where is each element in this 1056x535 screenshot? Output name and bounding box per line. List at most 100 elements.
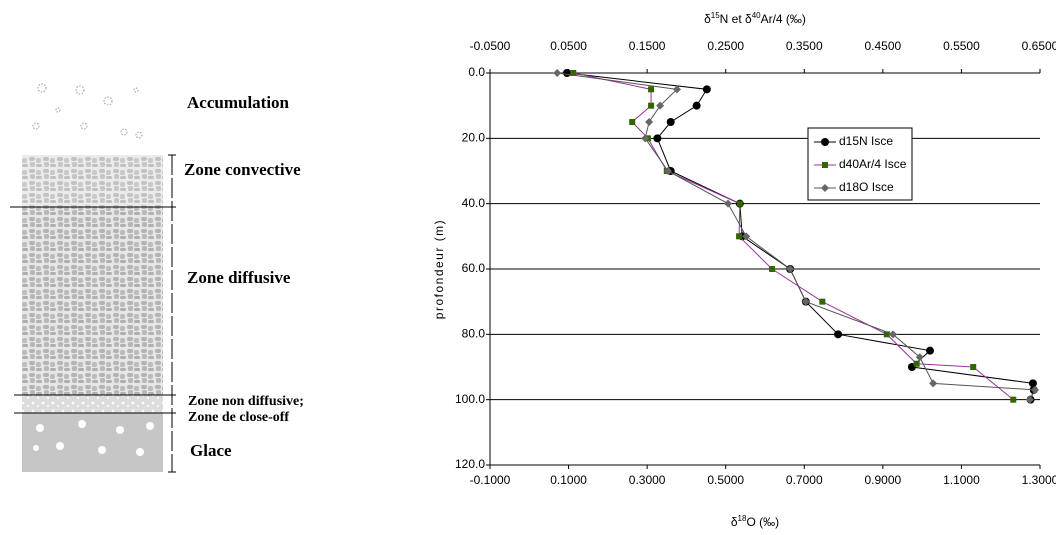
zone-label: Zone non diffusive;: [188, 394, 304, 409]
zone-lines: [10, 154, 176, 473]
flake: [75, 85, 85, 95]
y-tick-label: 120.0: [455, 457, 485, 471]
ice-zone: [22, 413, 163, 472]
series-line: [566, 72, 1035, 400]
x-tick-label: 0.3000: [629, 473, 666, 487]
y-tick-label: 20.0: [462, 131, 486, 145]
bubble: [146, 422, 154, 430]
x2-axis-title: δ15N et δ40Ar/4 (‰): [704, 11, 806, 27]
point: [1010, 396, 1017, 403]
legend-marker: [822, 162, 828, 168]
bubble: [33, 445, 39, 451]
x2-tick-label: -0.0500: [470, 39, 511, 53]
y-axis-title: profondeur (m): [432, 219, 446, 319]
point: [1028, 379, 1037, 388]
x-tick-label: -0.1000: [470, 473, 511, 487]
point: [915, 353, 924, 362]
bubble: [98, 446, 106, 454]
x2-tick-label: 0.4500: [865, 39, 902, 53]
bubble: [116, 426, 124, 434]
x2-axis-title-part: N et δ: [720, 12, 752, 26]
series-line: [573, 72, 1014, 401]
point: [641, 134, 650, 143]
legend-label: d18O Isce: [839, 180, 894, 194]
legend-label: d15N Isce: [839, 134, 893, 148]
y-tick-label: 40.0: [462, 196, 486, 210]
firn-diagram: Accumulation Zone convective Zone diffus…: [10, 83, 304, 473]
flake: [55, 107, 61, 113]
point: [742, 232, 751, 241]
flake: [37, 83, 47, 93]
x-axis-title-part: O (‰): [746, 515, 779, 529]
point: [786, 265, 795, 273]
point: [929, 379, 938, 388]
zone-label: Zone convective: [184, 160, 301, 179]
x2-tick-label: 0.2500: [707, 39, 744, 53]
point: [724, 199, 733, 208]
flake: [103, 96, 113, 106]
zone-label: Zone de close-off: [188, 410, 289, 425]
x-tick-label: 1.1000: [943, 473, 980, 487]
ice-bubbles: [33, 420, 154, 456]
point: [656, 101, 665, 110]
flake: [135, 131, 143, 139]
x-axis-title: δ18O (‰): [731, 514, 779, 530]
point: [666, 118, 675, 126]
y-tick-label: 60.0: [462, 261, 486, 275]
point: [889, 330, 898, 339]
point: [673, 85, 681, 94]
chart: 0.0 20.0 40.0 60.0 80.0 100.0 120.0 -0.1000 0.10…: [432, 11, 1056, 530]
x2-axis-title-sup: 40: [752, 11, 761, 20]
point: [570, 70, 577, 76]
x2-axis-title-sup: 15: [711, 11, 720, 20]
x-axis-title-sup: 18: [738, 514, 747, 523]
zone-label: Glace: [190, 441, 232, 460]
point: [1025, 395, 1034, 404]
point: [692, 101, 701, 110]
point: [801, 297, 810, 306]
x-tick-label: 1.3000: [1022, 473, 1056, 487]
flake: [80, 122, 88, 130]
non-diffusive-zone: [22, 395, 163, 413]
point: [926, 346, 934, 355]
bubble: [136, 448, 144, 456]
legend-marker: [821, 184, 829, 192]
point: [736, 200, 743, 207]
x2-axis-title-part: δ: [704, 12, 711, 26]
x2-tick-label: 0.6500: [1022, 39, 1056, 53]
flake: [133, 87, 139, 93]
point: [702, 85, 711, 94]
legend-marker: [821, 138, 829, 146]
x2-axis-title-part: Ar/4 (‰): [761, 12, 806, 26]
point: [769, 266, 776, 272]
series-line: [557, 72, 1036, 400]
x-tick-label: 0.5000: [707, 473, 744, 487]
x2-tick-label: 0.1500: [629, 39, 666, 53]
point: [970, 364, 977, 370]
point: [553, 69, 562, 77]
x-tick-label: 0.7000: [786, 473, 823, 487]
flake: [32, 122, 40, 130]
x2-tick-label: 0.5500: [943, 39, 980, 53]
x-tick-label: 0.1000: [550, 473, 587, 487]
point: [629, 119, 636, 125]
point: [663, 167, 672, 175]
zone-label: Accumulation: [187, 93, 290, 112]
y-tick-label: 0.0: [468, 65, 485, 79]
point: [653, 134, 662, 143]
y-tick-label: 100.0: [455, 392, 485, 406]
zone-label: Zone diffusive: [187, 268, 291, 287]
bubble: [78, 420, 86, 428]
x-axis-title-part: δ: [731, 515, 738, 529]
point: [563, 69, 571, 77]
snow-flakes: [32, 83, 143, 139]
point: [1030, 385, 1039, 394]
point: [834, 330, 843, 339]
bubble: [56, 442, 64, 450]
x2-tick-label: 0.0500: [550, 39, 587, 53]
point: [819, 298, 826, 305]
flake: [120, 128, 128, 136]
y-tick-label: 80.0: [462, 327, 486, 341]
point: [648, 102, 655, 109]
